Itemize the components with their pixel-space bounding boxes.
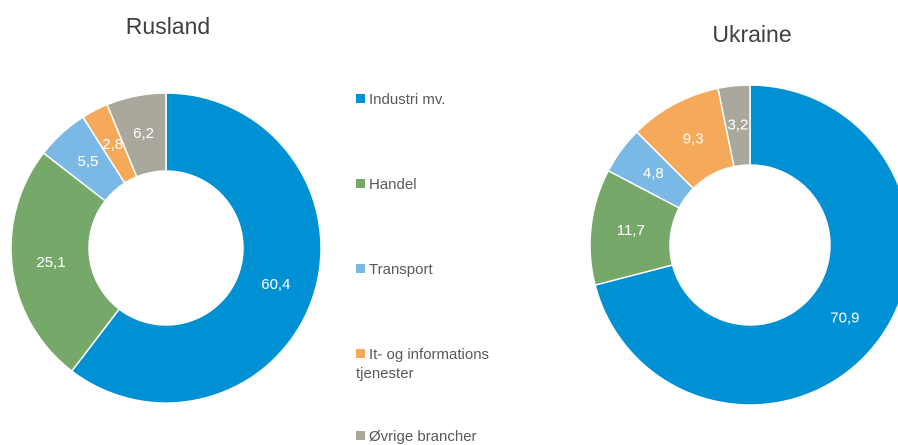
legend-item: Industri mv. <box>356 90 536 109</box>
data-label: 11,7 <box>617 222 645 239</box>
legend-swatch <box>356 94 365 103</box>
legend-item: It- og informations tjenester <box>356 345 536 383</box>
legend-label: It- og informations tjenester <box>356 346 490 382</box>
legend-item: Transport <box>356 260 536 279</box>
donut-slice <box>106 92 167 178</box>
donut-slice <box>10 151 121 373</box>
legend-item: Øvrige brancher <box>356 427 536 445</box>
donut-slice <box>717 84 751 168</box>
data-label: 5,5 <box>78 153 99 170</box>
chart-title: Ukraine <box>712 21 791 47</box>
data-label: 2,8 <box>102 136 123 153</box>
legend-label: Industri mv. <box>369 91 446 108</box>
data-label: 4,8 <box>643 165 664 182</box>
legend-swatch <box>356 349 365 358</box>
data-label: 60,4 <box>261 276 290 293</box>
legend-swatch <box>356 179 365 188</box>
legend-label: Øvrige brancher <box>369 428 477 445</box>
donut-slice <box>594 84 898 406</box>
data-label: 3,2 <box>728 117 749 134</box>
legend-label: Transport <box>369 261 433 278</box>
donut-slice <box>70 92 322 404</box>
legend-item: Handel <box>356 175 536 194</box>
data-label: 9,3 <box>683 130 704 147</box>
data-label: 70,9 <box>830 309 859 326</box>
data-label: 25,1 <box>36 254 65 271</box>
chart-title: Rusland <box>126 13 210 39</box>
legend-label: Handel <box>369 176 417 193</box>
legend-swatch <box>356 264 365 273</box>
data-label: 6,2 <box>133 125 154 142</box>
legend-swatch <box>356 431 365 440</box>
